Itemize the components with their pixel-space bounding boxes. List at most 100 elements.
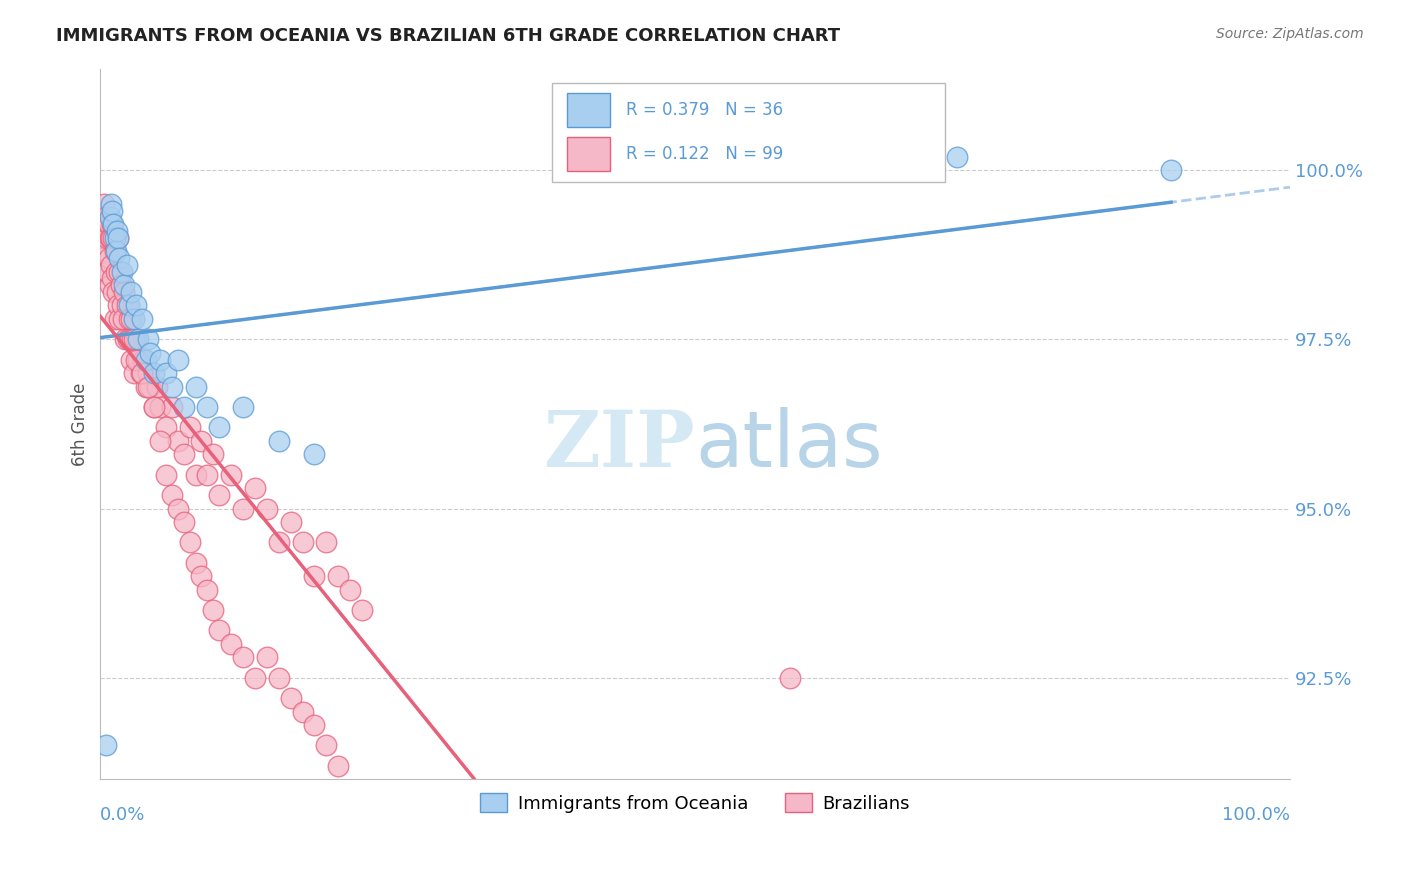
Point — [208, 624, 231, 638]
Point — [136, 380, 159, 394]
Point — [110, 278, 132, 293]
Point — [1160, 163, 1182, 178]
Point — [184, 380, 207, 394]
Point — [120, 332, 142, 346]
Point — [339, 582, 361, 597]
Point — [96, 231, 118, 245]
Point — [304, 447, 326, 461]
Text: Source: ZipAtlas.com: Source: ZipAtlas.com — [1216, 27, 1364, 41]
Point — [155, 420, 177, 434]
Point — [98, 278, 121, 293]
Point — [779, 671, 801, 685]
Point — [131, 312, 153, 326]
Point — [103, 231, 125, 245]
Point — [232, 501, 254, 516]
Point — [166, 501, 188, 516]
Point — [173, 515, 195, 529]
Point — [111, 312, 134, 326]
Point — [135, 380, 157, 394]
Point — [107, 231, 129, 245]
Point — [232, 400, 254, 414]
Point — [142, 366, 165, 380]
Point — [98, 231, 121, 245]
Point — [160, 488, 183, 502]
Point — [136, 366, 159, 380]
Point — [131, 366, 153, 380]
Legend: Immigrants from Oceania, Brazilians: Immigrants from Oceania, Brazilians — [472, 786, 917, 820]
Point — [315, 535, 337, 549]
Point — [232, 650, 254, 665]
Point — [149, 352, 172, 367]
Text: 100.0%: 100.0% — [1222, 806, 1291, 824]
Point — [142, 400, 165, 414]
Point — [101, 271, 124, 285]
Point — [104, 231, 127, 245]
Point — [179, 535, 201, 549]
Point — [118, 298, 141, 312]
Text: 0.0%: 0.0% — [100, 806, 146, 824]
Point — [149, 434, 172, 448]
FancyBboxPatch shape — [567, 136, 610, 171]
Point — [120, 352, 142, 367]
Point — [94, 217, 117, 231]
Point — [197, 582, 219, 597]
Point — [103, 217, 125, 231]
Point — [125, 332, 148, 346]
Point — [118, 312, 141, 326]
Point — [108, 312, 131, 326]
Point — [98, 211, 121, 225]
Point — [173, 447, 195, 461]
Point — [146, 380, 169, 394]
Point — [101, 203, 124, 218]
Point — [208, 420, 231, 434]
Point — [179, 420, 201, 434]
Point — [291, 535, 314, 549]
Point — [197, 467, 219, 482]
Point — [101, 217, 124, 231]
Point — [202, 603, 225, 617]
Point — [267, 434, 290, 448]
Point — [219, 467, 242, 482]
Point — [166, 352, 188, 367]
Point — [115, 298, 138, 312]
Point — [304, 718, 326, 732]
Point — [160, 380, 183, 394]
Text: atlas: atlas — [695, 408, 883, 483]
Point — [91, 211, 114, 225]
Point — [256, 650, 278, 665]
Bar — [553, 83, 945, 182]
Point — [111, 298, 134, 312]
Point — [127, 332, 149, 346]
Point — [267, 671, 290, 685]
Point — [104, 244, 127, 259]
Point — [139, 346, 162, 360]
Point — [219, 637, 242, 651]
Point — [155, 366, 177, 380]
Point — [96, 739, 118, 753]
Point — [108, 251, 131, 265]
FancyBboxPatch shape — [567, 93, 610, 127]
Point — [96, 211, 118, 225]
Point — [190, 569, 212, 583]
Point — [202, 447, 225, 461]
Point — [267, 535, 290, 549]
Point — [104, 312, 127, 326]
Point — [149, 400, 172, 414]
Point — [208, 488, 231, 502]
Point — [256, 501, 278, 516]
Point — [112, 278, 135, 293]
Point — [184, 556, 207, 570]
Point — [352, 603, 374, 617]
Point — [243, 481, 266, 495]
Point — [97, 251, 120, 265]
Point — [104, 244, 127, 259]
Point — [105, 285, 128, 299]
Point — [117, 332, 139, 346]
Point — [160, 400, 183, 414]
Point — [121, 332, 143, 346]
Point — [155, 467, 177, 482]
Point — [142, 400, 165, 414]
Point — [125, 352, 148, 367]
Point — [107, 231, 129, 245]
Point — [103, 285, 125, 299]
